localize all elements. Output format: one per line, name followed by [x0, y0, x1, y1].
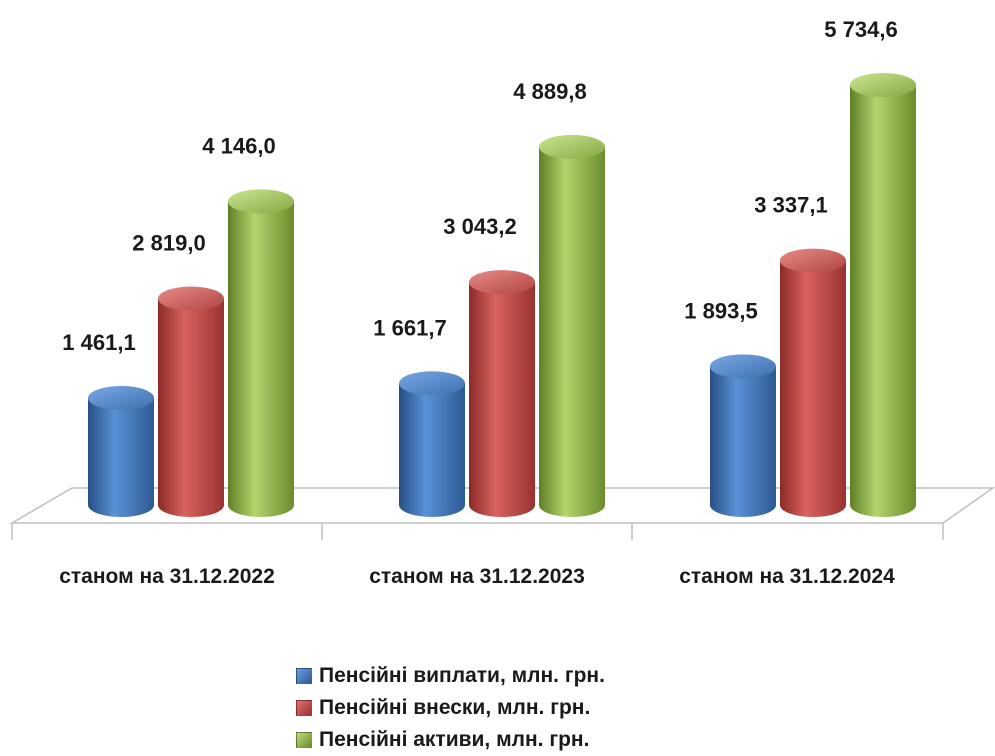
bar — [399, 371, 465, 517]
legend-swatch-green — [296, 732, 312, 748]
legend-label: Пенсійні активи, млн. грн. — [319, 728, 590, 751]
bar — [158, 286, 224, 517]
bar-top-cap — [228, 189, 294, 214]
bar-top-cap — [780, 248, 846, 273]
legend: Пенсійні виплати, млн. грн. Пенсійні вне… — [296, 660, 605, 756]
bar-top-cap — [539, 134, 605, 159]
bar — [850, 73, 916, 517]
bar — [710, 354, 776, 517]
bar-top-cap — [710, 354, 776, 379]
bar-body — [88, 397, 154, 517]
bar-body — [399, 383, 465, 517]
data-label: 3 043,2 — [443, 214, 516, 239]
bar-top-cap — [158, 286, 224, 311]
legend-label: Пенсійні виплати, млн. грн. — [319, 664, 605, 687]
bar-body — [710, 366, 776, 517]
data-label: 1 893,5 — [684, 298, 757, 323]
bar — [539, 134, 605, 517]
legend-swatch-red — [296, 700, 312, 716]
bar-body — [780, 260, 846, 517]
bar-top-cap — [850, 73, 916, 97]
bar-top-cap — [469, 270, 535, 295]
data-label: 4 146,0 — [202, 133, 275, 158]
legend-item-payouts: Пенсійні виплати, млн. грн. — [296, 660, 605, 692]
data-label: 4 889,8 — [513, 79, 586, 104]
category-label: станом на 31.12.2022 — [59, 565, 275, 588]
category-label: станом на 31.12.2023 — [369, 565, 585, 588]
data-label: 2 819,0 — [132, 231, 205, 256]
bar-body — [158, 298, 224, 517]
bar — [228, 189, 294, 517]
bars-layer — [88, 73, 916, 517]
value-labels-layer: 1 461,1 2 819,0 4 146,0 1 661,7 3 043,2 4 889… — [62, 17, 897, 355]
bar-top-cap — [88, 385, 154, 410]
legend-swatch-blue — [296, 668, 312, 684]
data-label: 1 661,7 — [373, 315, 446, 340]
legend-item-contributions: Пенсійні внески, млн. грн. — [296, 692, 605, 724]
data-label: 1 461,1 — [62, 330, 135, 355]
bar-top-cap — [399, 371, 465, 396]
bar-body — [539, 146, 605, 517]
bar — [88, 385, 154, 517]
category-label: станом на 31.12.2024 — [679, 565, 895, 588]
legend-item-assets: Пенсійні активи, млн. грн. — [296, 724, 605, 756]
bar — [469, 270, 535, 517]
bar-body — [228, 201, 294, 517]
bar-body — [850, 85, 916, 517]
data-label: 3 337,1 — [754, 193, 827, 218]
data-label: 5 734,6 — [824, 17, 897, 42]
category-labels-layer: станом на 31.12.2022 станом на 31.12.2023… — [59, 565, 895, 588]
legend-label: Пенсійні внески, млн. грн. — [319, 696, 591, 719]
bar-body — [469, 282, 535, 517]
bar — [780, 248, 846, 517]
